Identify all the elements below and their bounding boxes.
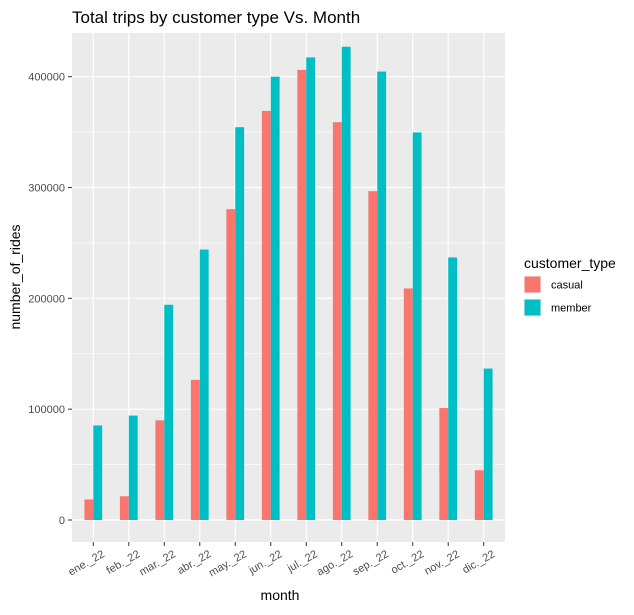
- x-tick-label: nov._22: [423, 548, 462, 578]
- bar-member: [270, 76, 280, 521]
- legend-label-casual: casual: [551, 280, 583, 292]
- x-tick-label: ene._22: [66, 548, 106, 578]
- x-tick-label: jun._22: [246, 548, 284, 577]
- bar-casual: [368, 191, 378, 520]
- bar-member: [93, 425, 103, 520]
- bar-casual: [190, 379, 200, 520]
- x-tick-label: mar._22: [137, 548, 177, 578]
- bar-member: [341, 46, 351, 520]
- legend-swatch-casual: [524, 276, 541, 293]
- x-tick-label: dic._22: [460, 548, 497, 576]
- bar-casual: [84, 499, 94, 520]
- bar-casual: [261, 110, 271, 520]
- x-tick-label: sep._22: [351, 548, 391, 578]
- bar-member: [377, 71, 387, 521]
- legend-swatch-member: [524, 299, 541, 316]
- y-tick-label: 300000: [28, 183, 65, 195]
- y-tick-label: 100000: [28, 404, 65, 416]
- bar-casual: [332, 122, 342, 520]
- bar-member: [235, 127, 245, 520]
- legend-title: customer_type: [524, 255, 616, 271]
- bar-member: [483, 368, 493, 520]
- x-tick-label: feb._22: [105, 548, 143, 577]
- bar-member: [128, 415, 138, 520]
- legend: customer_type casual member: [524, 255, 616, 316]
- bar-member: [164, 304, 174, 520]
- bar-casual: [297, 69, 307, 521]
- x-axis-label: month: [261, 587, 300, 603]
- bar-casual: [474, 470, 484, 520]
- bar-casual: [226, 209, 236, 520]
- x-tick-label: oct._22: [389, 548, 426, 576]
- x-axis: ene._22feb._22mar._22abr._22may._22jun._…: [66, 542, 497, 579]
- y-tick-label: 200000: [28, 293, 65, 305]
- x-tick-label: ago._22: [315, 548, 355, 578]
- bar-casual: [119, 496, 129, 520]
- bar-member: [448, 257, 458, 520]
- bar-casual: [439, 408, 449, 520]
- bar-member: [199, 249, 209, 521]
- legend-label-member: member: [551, 303, 592, 315]
- y-axis: 0 100000 200000 300000 400000: [28, 72, 72, 527]
- bar-casual: [155, 420, 165, 520]
- y-tick-label: 400000: [28, 72, 65, 84]
- bar-casual: [403, 288, 413, 520]
- y-tick-label: 0: [59, 515, 65, 527]
- y-axis-label: number_of_rides: [7, 224, 23, 329]
- chart-title: Total trips by customer type Vs. Month: [72, 8, 360, 27]
- bar-member: [412, 132, 422, 520]
- x-tick-label: abr._22: [175, 548, 213, 577]
- plot-panel: [72, 33, 505, 542]
- x-tick-label: jul._22: [285, 548, 320, 575]
- panel-background: [72, 33, 505, 542]
- x-tick-label: may._22: [207, 548, 249, 579]
- bar-member: [306, 57, 316, 521]
